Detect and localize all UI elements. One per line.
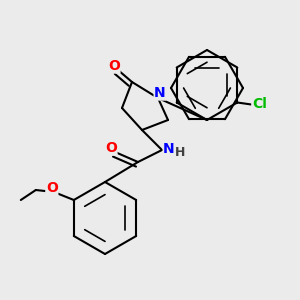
Text: O: O: [46, 181, 58, 195]
Text: O: O: [108, 59, 120, 73]
Text: H: H: [175, 146, 185, 158]
Text: O: O: [105, 141, 117, 155]
Text: N: N: [163, 142, 175, 156]
Text: N: N: [154, 86, 166, 100]
Text: Cl: Cl: [252, 98, 267, 112]
